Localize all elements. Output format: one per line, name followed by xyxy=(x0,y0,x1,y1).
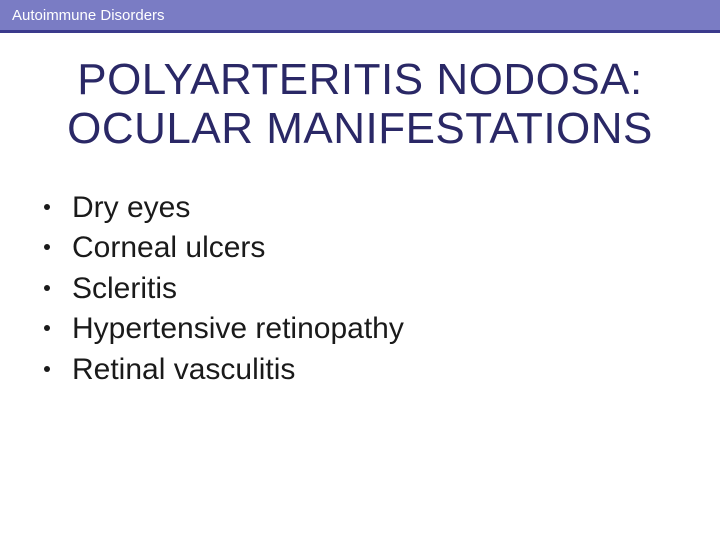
list-item: Scleritis xyxy=(44,269,720,310)
bullet-text: Hypertensive retinopathy xyxy=(72,309,404,350)
bullet-icon xyxy=(44,244,50,250)
list-item: Corneal ulcers xyxy=(44,228,720,269)
slide-title: POLYARTERITIS NODOSA: OCULAR MANIFESTATI… xyxy=(0,55,720,154)
bullet-icon xyxy=(44,285,50,291)
list-item: Dry eyes xyxy=(44,188,720,229)
list-item: Hypertensive retinopathy xyxy=(44,309,720,350)
list-item: Retinal vasculitis xyxy=(44,350,720,391)
bullet-icon xyxy=(44,204,50,210)
title-line-2: OCULAR MANIFESTATIONS xyxy=(0,104,720,153)
bullet-list: Dry eyes Corneal ulcers Scleritis Hypert… xyxy=(0,188,720,391)
header-underline xyxy=(0,30,720,33)
bullet-icon xyxy=(44,366,50,372)
bullet-text: Scleritis xyxy=(72,269,177,310)
bullet-icon xyxy=(44,325,50,331)
header-band: Autoimmune Disorders xyxy=(0,0,720,30)
title-line-1: POLYARTERITIS NODOSA: xyxy=(0,55,720,104)
header-label: Autoimmune Disorders xyxy=(12,7,165,24)
bullet-text: Corneal ulcers xyxy=(72,228,265,269)
bullet-text: Dry eyes xyxy=(72,188,190,229)
slide-root: { "header": { "label": "Autoimmune Disor… xyxy=(0,0,720,540)
bullet-text: Retinal vasculitis xyxy=(72,350,295,391)
